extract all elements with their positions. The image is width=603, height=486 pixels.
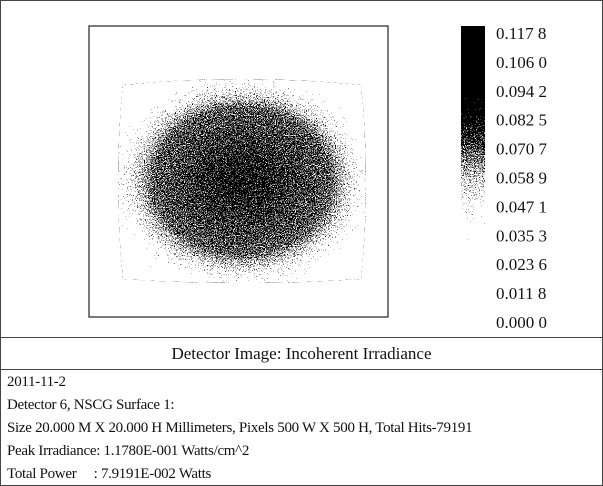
colorbar-label: 0.023 6	[496, 255, 547, 274]
colorbar-label: 0.117 8	[496, 24, 546, 43]
info-line: Detector 6, NSCG Surface 1:	[7, 397, 175, 413]
colorbar-label: 0.082 5	[496, 111, 547, 130]
colorbar-labels: 0.117 8 0.106 0 0.094 2 0.082 5 0.070 7 0.058…	[496, 24, 548, 332]
colorbar-label: 0.000 0	[496, 313, 547, 332]
detector-plot: 0.117 8 0.106 0 0.094 2 0.082 5 0.070 7 0.058…	[88, 24, 548, 332]
irradiance-image	[118, 79, 366, 283]
colorbar-label: 0.011 8	[496, 284, 546, 303]
info-line: Total Power : 7.9191E-002 Watts	[7, 466, 212, 482]
colorbar-label: 0.058 9	[496, 169, 547, 188]
info-text: 2011-11-2 Detector 6, NSCG Surface 1: Size…	[7, 371, 473, 486]
info-line: Peak Irradiance: 1.1780E-001 Watts/cm^2	[7, 443, 250, 459]
info-line: 2011-11-2	[7, 374, 66, 390]
caption: Detector Image: Incoherent Irradiance	[1, 337, 602, 370]
colorbar-label: 0.070 7	[496, 140, 548, 159]
colorbar	[461, 26, 485, 320]
colorbar-label: 0.047 1	[496, 197, 547, 216]
colorbar-label: 0.094 2	[496, 82, 547, 101]
info-line: Size 20.000 M X 20.000 H Millimeters, Pi…	[7, 420, 473, 436]
colorbar-label: 0.035 3	[496, 226, 547, 245]
colorbar-label: 0.106 0	[496, 53, 547, 72]
